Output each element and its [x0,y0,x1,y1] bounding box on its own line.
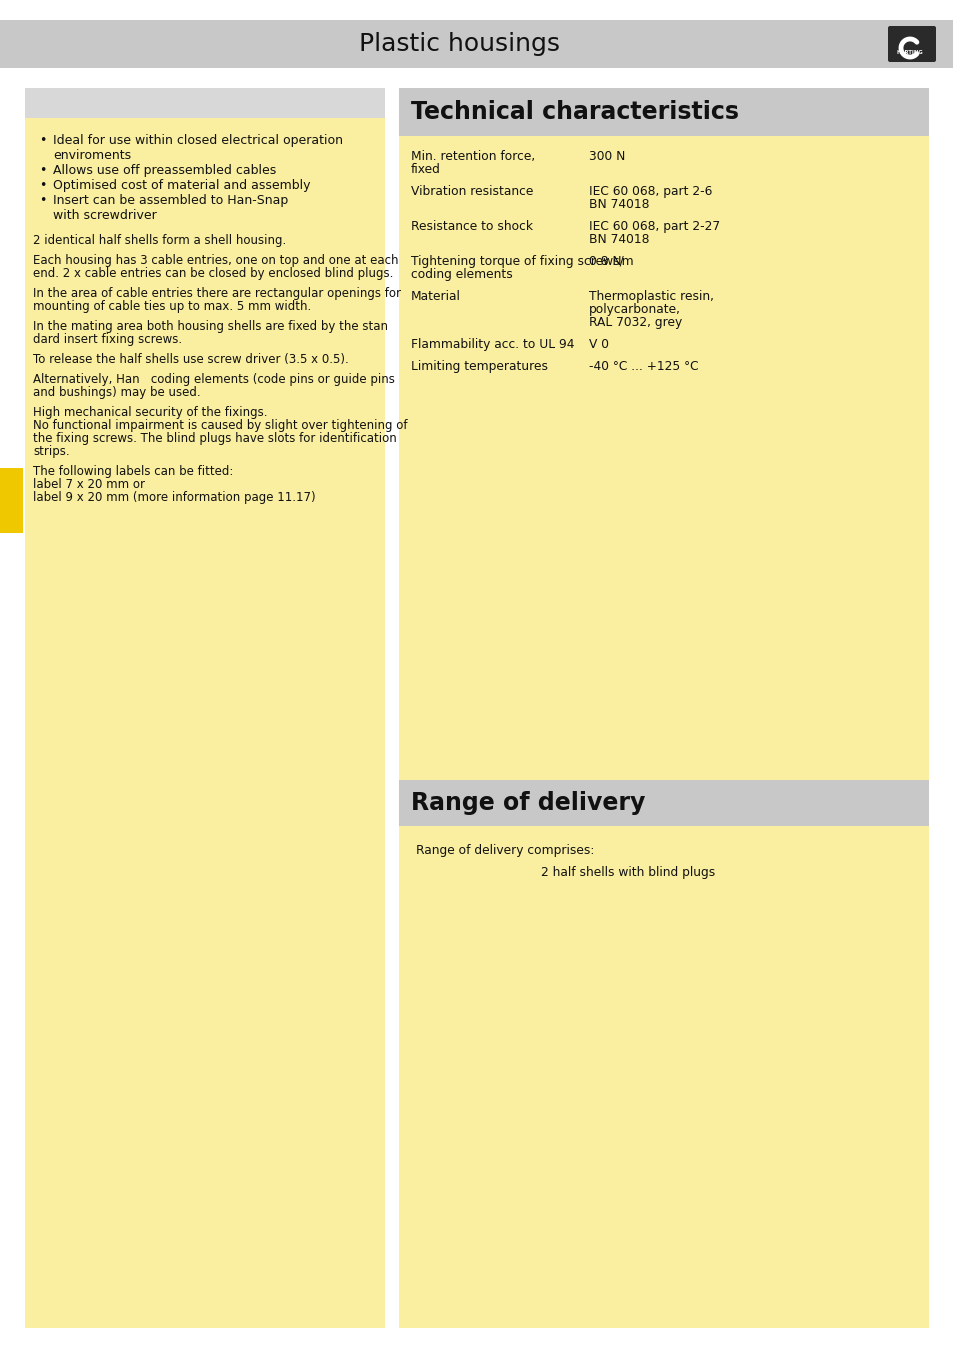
Text: IEC 60 068, part 2-6: IEC 60 068, part 2-6 [588,185,712,198]
Text: Optimised cost of material and assembly: Optimised cost of material and assembly [53,180,310,192]
Text: •: • [39,134,47,147]
Text: Technical characteristics: Technical characteristics [411,100,739,124]
Text: BN 74018: BN 74018 [588,198,649,211]
Bar [0,468,23,533]
Text: IEC 60 068, part 2-27: IEC 60 068, part 2-27 [588,220,720,234]
Text: -40 °C ... +125 °C: -40 °C ... +125 °C [588,360,698,373]
Text: 300 N: 300 N [588,150,625,163]
Text: Plastic housings: Plastic housings [359,32,560,55]
Text: mounting of cable ties up to max. 5 mm width.: mounting of cable ties up to max. 5 mm w… [33,300,311,313]
Text: Each housing has 3 cable entries, one on top and one at each: Each housing has 3 cable entries, one on… [33,254,398,267]
Text: Tightening torque of fixing screws/: Tightening torque of fixing screws/ [411,255,623,269]
Text: Range of delivery comprises:: Range of delivery comprises: [416,844,594,857]
Text: the fixing screws. The blind plugs have slots for identification: the fixing screws. The blind plugs have … [33,432,396,446]
Text: High mechanical security of the fixings.: High mechanical security of the fixings. [33,406,267,418]
Text: To release the half shells use screw driver (3.5 x 0.5).: To release the half shells use screw dri… [33,352,349,366]
Text: 2 half shells with blind plugs: 2 half shells with blind plugs [540,865,715,879]
Text: 0.8 Nm: 0.8 Nm [588,255,633,269]
Text: In the mating area both housing shells are fixed by the stan: In the mating area both housing shells a… [33,320,388,333]
Text: with screwdriver: with screwdriver [53,209,156,221]
Text: Range of delivery: Range of delivery [411,791,644,815]
Text: label 7 x 20 mm or: label 7 x 20 mm or [33,478,145,491]
Text: strips.: strips. [33,446,70,458]
FancyBboxPatch shape [887,26,935,62]
Text: Allows use off preassembled cables: Allows use off preassembled cables [53,163,276,177]
Text: Resistance to shock: Resistance to shock [411,220,533,234]
Bar [398,780,928,826]
Text: Insert can be assembled to Han-Snap: Insert can be assembled to Han-Snap [53,194,288,207]
Text: enviroments: enviroments [53,148,131,162]
Text: In the area of cable entries there are rectangular openings for: In the area of cable entries there are r… [33,288,400,300]
Text: V 0: V 0 [588,338,608,351]
Text: •: • [39,194,47,207]
Text: The following labels can be fitted:: The following labels can be fitted: [33,464,233,478]
Text: Alternatively, Han   coding elements (code pins or guide pins: Alternatively, Han coding elements (code… [33,373,395,386]
Bar [0,20,953,68]
Text: polycarbonate,: polycarbonate, [588,302,680,316]
Text: end. 2 x cable entries can be closed by enclosed blind plugs.: end. 2 x cable entries can be closed by … [33,267,393,279]
Bar [25,117,385,1328]
Text: coding elements: coding elements [411,269,512,281]
Text: Material: Material [411,290,460,302]
Text: label 9 x 20 mm (more information page 11.17): label 9 x 20 mm (more information page 1… [33,491,315,504]
Text: RAL 7032, grey: RAL 7032, grey [588,316,681,329]
Text: •: • [39,163,47,177]
Text: dard insert fixing screws.: dard insert fixing screws. [33,333,182,346]
Bar [398,88,928,136]
Bar [25,88,385,117]
Text: Ideal for use within closed electrical operation: Ideal for use within closed electrical o… [53,134,343,147]
Text: Flammability acc. to UL 94: Flammability acc. to UL 94 [411,338,574,351]
Text: BN 74018: BN 74018 [588,234,649,246]
Text: HARTING: HARTING [896,50,923,55]
Bar [398,136,928,1328]
Text: fixed: fixed [411,163,440,176]
Text: Thermoplastic resin,: Thermoplastic resin, [588,290,713,302]
Text: No functional impairment is caused by slight over tightening of: No functional impairment is caused by sl… [33,418,407,432]
Text: Limiting temperatures: Limiting temperatures [411,360,547,373]
Text: and bushings) may be used.: and bushings) may be used. [33,386,200,400]
Text: 2 identical half shells form a shell housing.: 2 identical half shells form a shell hou… [33,234,286,247]
Text: •: • [39,180,47,192]
Text: Vibration resistance: Vibration resistance [411,185,533,198]
Text: Min. retention force,: Min. retention force, [411,150,535,163]
